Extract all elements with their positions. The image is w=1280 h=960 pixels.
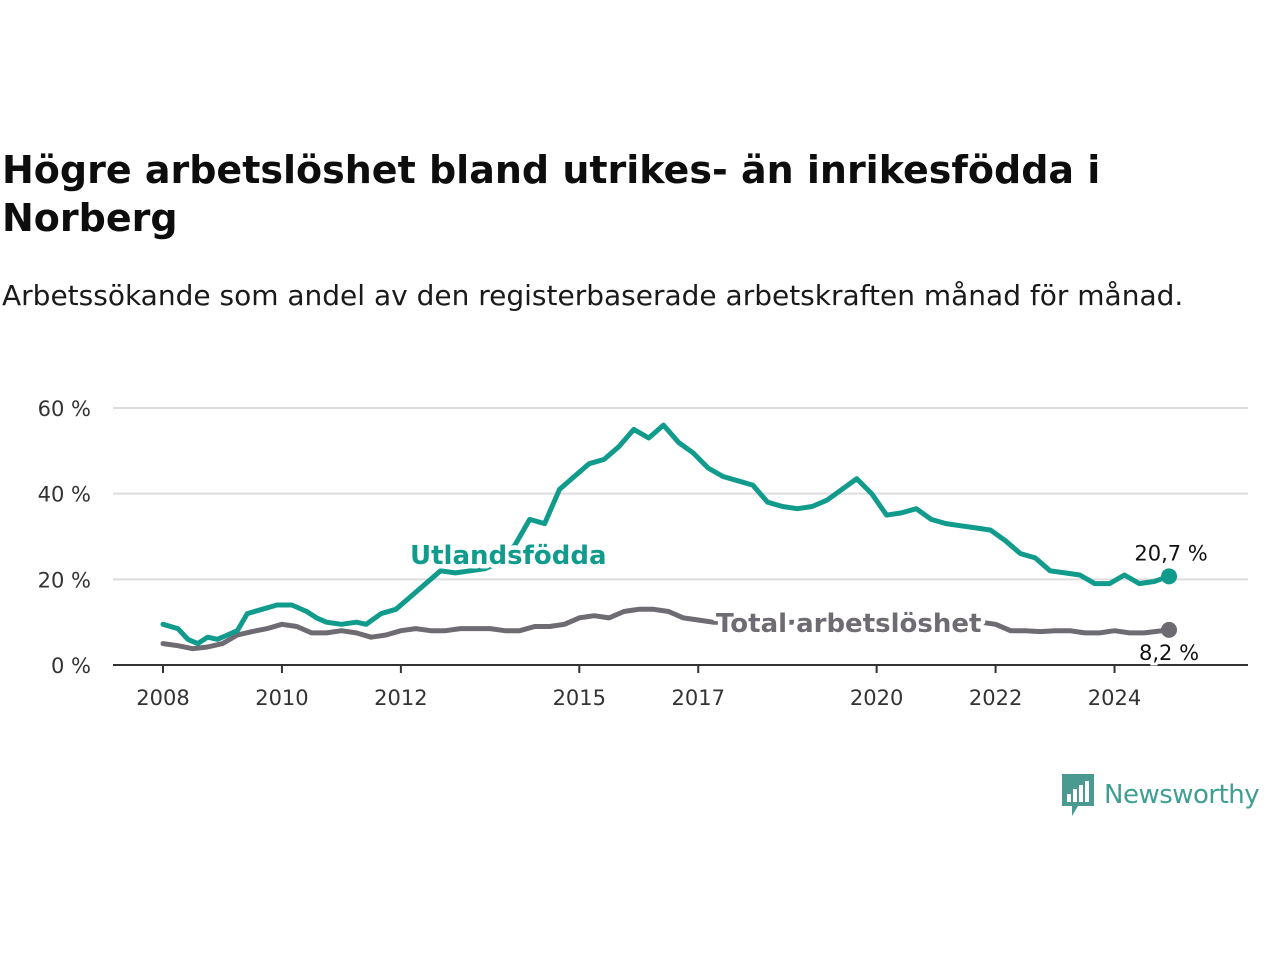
foreign-born-label: Utlandsfödda — [410, 541, 607, 571]
newsworthy-logo: Newsworthy — [1060, 772, 1260, 818]
total-line-end-point — [1161, 621, 1178, 638]
x-tick-label: 2024 — [1088, 686, 1141, 710]
x-tick-label: 2010 — [255, 686, 308, 710]
series-lines — [160, 422, 1178, 652]
x-tick-label: 2012 — [374, 686, 427, 710]
y-tick-label: 60 % — [38, 397, 91, 421]
chart-bubble-icon — [1062, 774, 1094, 816]
series-labels: Utlandsfödda Total arbetslöshet 20,7 % 8,2 … — [406, 537, 1211, 668]
x-axis: 2008 2010 2012 2015 2017 2020 2022 2024 — [113, 664, 1248, 710]
chart-title: Högre arbetslöshet bland utrikes- än inr… — [2, 148, 1101, 240]
y-axis-ticks: 0 % 20 % 40 % 60 % — [38, 397, 91, 678]
foreign-born-end-label: 20,7 % — [1134, 541, 1207, 565]
chart-subtitle: Arbetssökande som andel av den registerb… — [2, 279, 1184, 312]
x-tick-label: 2008 — [136, 686, 189, 710]
total-end-label: 8,2 % — [1139, 641, 1199, 665]
y-tick-label: 20 % — [38, 568, 91, 592]
total-label: Total arbetslöshet — [716, 609, 981, 639]
y-tick-label: 0 % — [51, 654, 91, 678]
x-tick-label: 2015 — [553, 686, 606, 710]
foreign-born-line — [160, 422, 1172, 647]
total-line — [160, 606, 1172, 652]
x-tick-label: 2022 — [969, 686, 1022, 710]
foreign-born-line-end-point — [1161, 568, 1178, 585]
grid-lines — [113, 407, 1248, 581]
y-tick-label: 40 % — [38, 483, 91, 507]
x-tick-label: 2020 — [850, 686, 903, 710]
x-tick-label: 2017 — [672, 686, 725, 710]
brand-name: Newsworthy — [1104, 780, 1260, 810]
